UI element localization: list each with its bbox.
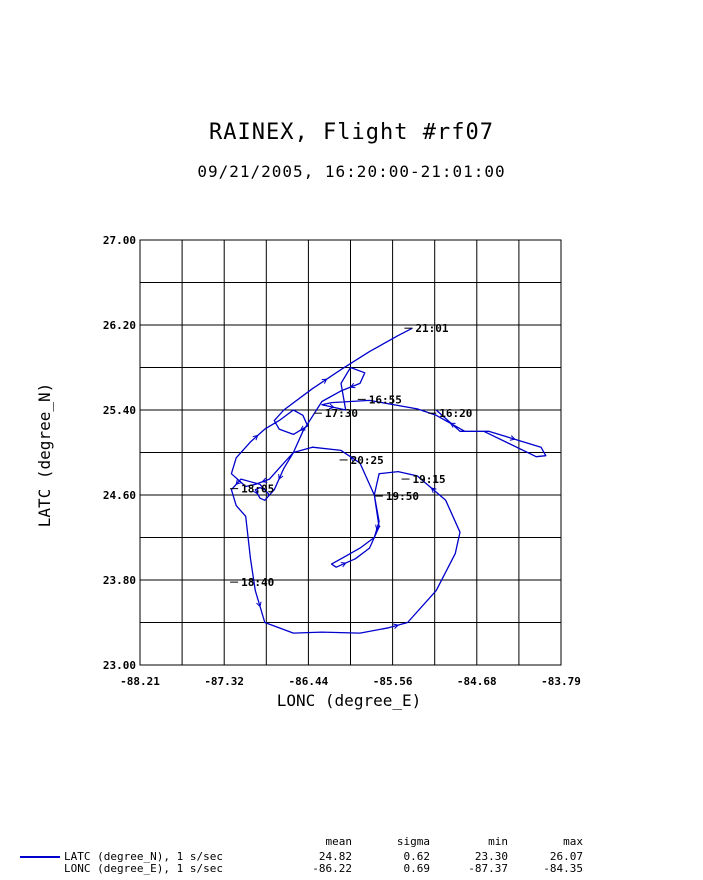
- y-tick-label: 23.80: [103, 574, 136, 587]
- time-label: 18:40: [241, 576, 274, 589]
- x-tick-label: -88.21: [120, 675, 160, 688]
- flight-track-line: [230, 327, 547, 634]
- legend-row-max: 26.07: [549, 850, 583, 863]
- legend-row-min: 23.30: [474, 850, 508, 863]
- y-tick-label: 25.40: [103, 404, 136, 417]
- y-tick-label: 27.00: [103, 234, 136, 247]
- legend-row-label: LATC (degree_N), 1 s/sec: [64, 850, 223, 863]
- legend-row: LONC (degree_E), 1 s/sec -86.22 0.69 -87…: [0, 862, 703, 875]
- direction-arrow: [261, 477, 268, 483]
- direction-arrow: [328, 403, 335, 410]
- x-tick-label: -85.56: [373, 675, 413, 688]
- direction-arrow: [349, 456, 356, 462]
- direction-arrow: [375, 524, 381, 531]
- legend-row-sigma: 0.69: [403, 862, 431, 875]
- direction-arrow: [349, 383, 356, 389]
- y-tick-label: 23.00: [103, 659, 136, 672]
- legend-row: LATC (degree_N), 1 s/sec 24.82 0.62 23.3…: [0, 850, 703, 863]
- direction-arrow: [340, 562, 347, 568]
- time-label: 21:01: [415, 322, 448, 335]
- legend-header-min: min: [488, 835, 508, 848]
- chart-subtitle: 09/21/2005, 16:20:00-21:01:00: [197, 162, 506, 181]
- time-labels: 21:01 16:55 16:20 17:30 20:25 19:15 19:50 18:05…: [230, 322, 472, 589]
- chart-title: RAINEX, Flight #rf07: [209, 120, 494, 145]
- direction-arrow: [509, 435, 516, 441]
- y-tick-label: 24.60: [103, 489, 136, 502]
- legend-header-sigma: sigma: [396, 835, 430, 848]
- direction-arrow: [256, 601, 262, 608]
- direction-arrow: [235, 479, 242, 486]
- x-tick-label: -84.68: [457, 675, 497, 688]
- plot-grid: [140, 240, 561, 665]
- flight-track: [230, 327, 547, 634]
- legend-header-mean: mean: [325, 835, 353, 848]
- legend-line-swatch: [20, 856, 60, 858]
- time-label: 16:55: [369, 393, 402, 406]
- y-axis-label: LATC (degree_N): [35, 383, 54, 528]
- x-tick-label: -86.44: [289, 675, 329, 688]
- time-label: 19:50: [386, 490, 419, 503]
- direction-arrow: [253, 488, 259, 495]
- time-label: 18:05: [241, 483, 274, 496]
- x-tick-labels: -88.21 -87.32 -86.44 -85.56 -84.68 -83.79: [120, 675, 581, 688]
- x-tick-label: -83.79: [541, 675, 581, 688]
- x-tick-label: -87.32: [204, 675, 244, 688]
- direction-arrow: [278, 474, 284, 481]
- legend-row-mean: -86.22: [312, 862, 352, 875]
- legend-row-sigma: 0.62: [403, 850, 431, 863]
- legend-row-mean: 24.82: [318, 850, 352, 863]
- y-tick-label: 26.20: [103, 319, 136, 332]
- direction-arrow: [430, 487, 437, 493]
- direction-arrow: [252, 434, 259, 441]
- time-label: 16:20: [439, 407, 472, 420]
- direction-arrow: [449, 422, 456, 428]
- direction-arrow: [393, 623, 400, 630]
- time-label: 17:30: [325, 407, 358, 420]
- legend-row-min: -87.37: [468, 862, 508, 875]
- plot-frame: [139, 239, 562, 666]
- direction-arrow: [299, 425, 306, 431]
- x-axis-label: LONC (degree_E): [277, 691, 422, 710]
- y-tick-labels: 23.00 23.80 24.60 25.40 26.20 27.00: [103, 234, 136, 672]
- legend-row-max: -84.35: [543, 862, 583, 875]
- legend-header-max: max: [563, 835, 583, 848]
- direction-arrow: [321, 378, 328, 384]
- legend-row-label: LONC (degree_E), 1 s/sec: [64, 862, 223, 875]
- time-label: 19:15: [413, 473, 446, 486]
- time-label: 20:25: [351, 454, 384, 467]
